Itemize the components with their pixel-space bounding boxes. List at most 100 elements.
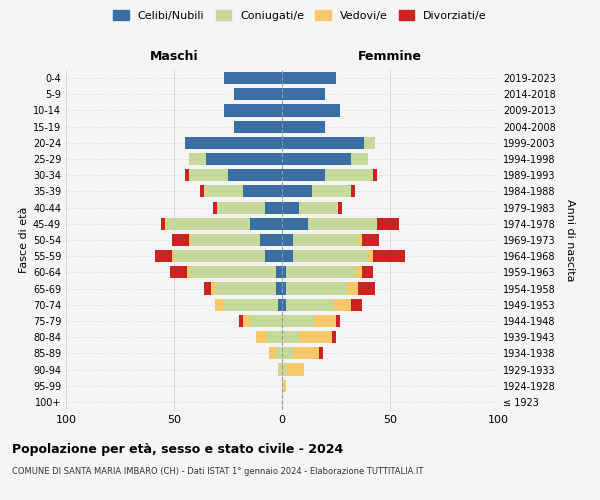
Bar	[282, 202, 299, 213]
Bar	[215, 282, 275, 294]
Bar	[312, 186, 351, 198]
Text: Maschi: Maschi	[149, 50, 199, 62]
Bar	[282, 72, 336, 84]
Bar	[368, 250, 373, 262]
Bar	[161, 218, 166, 230]
Bar	[282, 104, 340, 117]
Bar	[204, 282, 211, 294]
Bar	[213, 202, 217, 213]
Bar	[187, 266, 189, 278]
Bar	[364, 137, 375, 149]
Bar	[174, 250, 265, 262]
Bar	[235, 88, 282, 101]
Bar	[215, 298, 224, 311]
Bar	[282, 315, 314, 327]
Bar	[362, 266, 373, 278]
Bar	[228, 169, 282, 181]
Bar	[351, 298, 362, 311]
Legend: Celibi/Nubili, Coniugati/e, Vedovi/e, Divorziati/e: Celibi/Nubili, Coniugati/e, Vedovi/e, Di…	[109, 6, 491, 25]
Bar	[282, 169, 325, 181]
Bar	[338, 202, 343, 213]
Bar	[250, 315, 282, 327]
Bar	[191, 234, 260, 246]
Bar	[280, 364, 282, 376]
Bar	[267, 331, 282, 343]
Bar	[314, 315, 336, 327]
Y-axis label: Anni di nascita: Anni di nascita	[565, 198, 575, 281]
Bar	[282, 364, 286, 376]
Bar	[235, 120, 282, 132]
Bar	[189, 153, 206, 165]
Bar	[185, 169, 189, 181]
Bar	[308, 218, 377, 230]
Bar	[358, 282, 375, 294]
Bar	[282, 380, 286, 392]
Bar	[282, 137, 364, 149]
Bar	[250, 218, 282, 230]
Bar	[275, 348, 282, 360]
Bar	[319, 348, 323, 360]
Bar	[243, 315, 250, 327]
Bar	[286, 364, 304, 376]
Bar	[256, 331, 267, 343]
Bar	[166, 218, 167, 230]
Bar	[275, 266, 282, 278]
Bar	[265, 202, 282, 213]
Bar	[275, 282, 282, 294]
Bar	[334, 298, 351, 311]
Bar	[211, 282, 215, 294]
Bar	[336, 315, 340, 327]
Bar	[204, 186, 243, 198]
Bar	[206, 153, 282, 165]
Bar	[189, 169, 228, 181]
Bar	[286, 298, 334, 311]
Bar	[282, 153, 351, 165]
Bar	[351, 153, 368, 165]
Bar	[155, 250, 172, 262]
Bar	[282, 266, 286, 278]
Bar	[355, 266, 362, 278]
Bar	[282, 298, 286, 311]
Bar	[224, 104, 282, 117]
Bar	[332, 331, 336, 343]
Bar	[282, 88, 325, 101]
Bar	[170, 266, 187, 278]
Bar	[299, 202, 338, 213]
Bar	[282, 186, 312, 198]
Bar	[286, 266, 355, 278]
Text: COMUNE DI SANTA MARIA IMBARO (CH) - Dati ISTAT 1° gennaio 2024 - Elaborazione TU: COMUNE DI SANTA MARIA IMBARO (CH) - Dati…	[12, 468, 424, 476]
Bar	[278, 298, 282, 311]
Bar	[377, 218, 398, 230]
Bar	[239, 315, 243, 327]
Bar	[282, 234, 293, 246]
Bar	[185, 137, 282, 149]
Bar	[200, 186, 204, 198]
Text: Popolazione per età, sesso e stato civile - 2024: Popolazione per età, sesso e stato civil…	[12, 442, 343, 456]
Bar	[167, 218, 250, 230]
Bar	[325, 169, 373, 181]
Bar	[373, 169, 377, 181]
Bar	[172, 250, 174, 262]
Text: Femmine: Femmine	[358, 50, 422, 62]
Bar	[278, 364, 280, 376]
Bar	[282, 331, 299, 343]
Y-axis label: Fasce di età: Fasce di età	[19, 207, 29, 273]
Bar	[293, 234, 358, 246]
Bar	[282, 120, 325, 132]
Bar	[269, 348, 275, 360]
Bar	[373, 250, 405, 262]
Bar	[282, 218, 308, 230]
Bar	[293, 250, 368, 262]
Bar	[299, 331, 332, 343]
Bar	[224, 72, 282, 84]
Bar	[189, 234, 191, 246]
Bar	[265, 250, 282, 262]
Bar	[358, 234, 362, 246]
Bar	[282, 348, 293, 360]
Bar	[347, 282, 358, 294]
Bar	[189, 266, 275, 278]
Bar	[362, 234, 379, 246]
Bar	[293, 348, 319, 360]
Bar	[282, 282, 286, 294]
Bar	[351, 186, 355, 198]
